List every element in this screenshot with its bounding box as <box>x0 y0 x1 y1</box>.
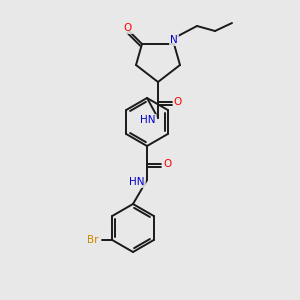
Text: O: O <box>163 159 171 169</box>
Text: O: O <box>124 23 132 33</box>
Text: HN: HN <box>129 177 145 187</box>
Text: N: N <box>170 35 178 45</box>
Text: Br: Br <box>88 235 99 245</box>
Text: O: O <box>174 97 182 107</box>
Text: HN: HN <box>140 115 156 125</box>
